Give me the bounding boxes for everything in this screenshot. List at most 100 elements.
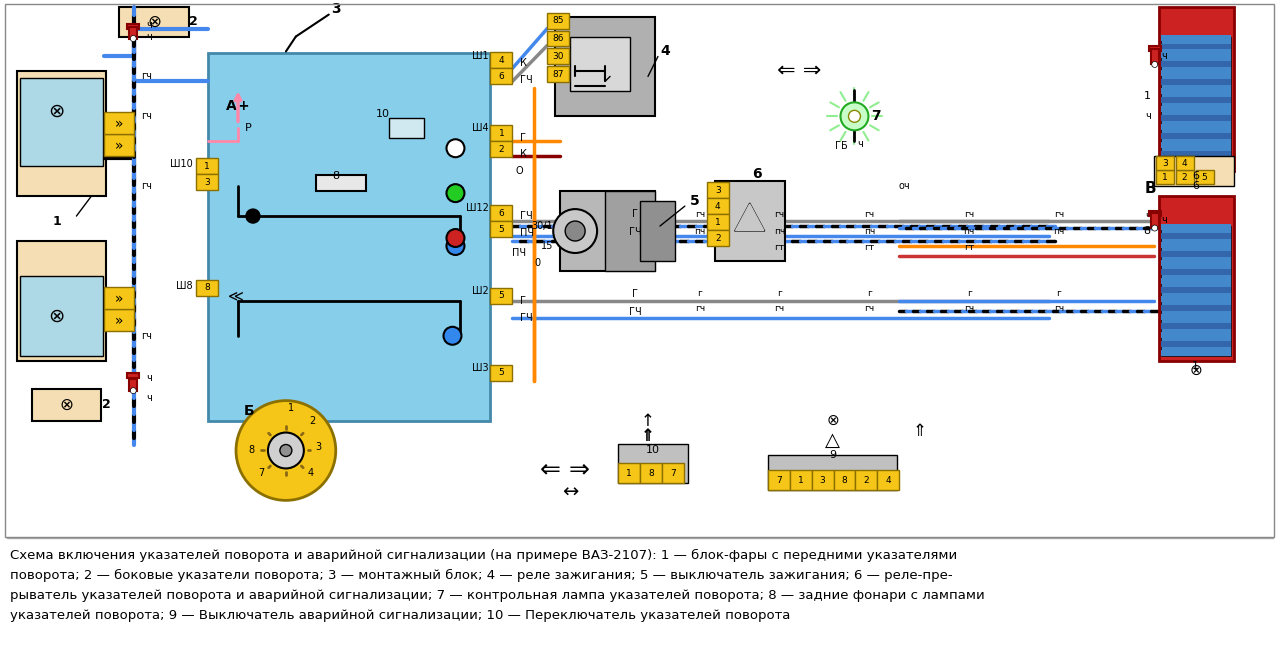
Text: 1: 1: [716, 217, 721, 226]
Bar: [1161, 296, 1230, 302]
Circle shape: [447, 237, 465, 255]
Text: ПЧ: ПЧ: [520, 228, 535, 238]
Text: рыватель указателей поворота и аварийной сигнализации; 7 — контрольная лампа ука: рыватель указателей поворота и аварийной…: [9, 589, 984, 602]
Text: »: »: [115, 117, 124, 132]
Bar: [1161, 35, 1230, 41]
Text: ⊗: ⊗: [1189, 363, 1202, 378]
Bar: [1161, 70, 1230, 76]
Bar: [1161, 52, 1230, 59]
Bar: [490, 221, 512, 237]
Bar: [1196, 170, 1213, 184]
Text: ч: ч: [146, 32, 152, 41]
Bar: [1161, 88, 1230, 94]
Text: гч: гч: [964, 304, 974, 313]
Bar: [127, 24, 140, 28]
Text: +: +: [237, 99, 248, 114]
Bar: [1161, 151, 1230, 157]
Text: 1: 1: [626, 469, 632, 478]
Text: гт: гт: [964, 244, 974, 252]
Text: Р: Р: [244, 123, 251, 134]
Text: 8: 8: [842, 476, 847, 485]
Text: гч: гч: [695, 210, 705, 219]
Text: ГЧ: ГЧ: [520, 75, 532, 85]
Text: пч: пч: [694, 226, 705, 235]
Bar: [490, 288, 512, 304]
Bar: [1161, 143, 1230, 148]
Text: 2: 2: [310, 415, 316, 426]
Text: ч: ч: [1146, 112, 1151, 121]
Text: 86: 86: [553, 34, 564, 43]
Text: 4: 4: [660, 45, 669, 59]
Bar: [1161, 251, 1230, 257]
Bar: [1161, 260, 1230, 266]
Text: гч: гч: [141, 181, 151, 191]
Text: 6: 6: [751, 167, 762, 181]
Bar: [389, 118, 424, 138]
Circle shape: [447, 229, 465, 247]
Bar: [707, 182, 728, 198]
Text: Ш4: Ш4: [472, 123, 489, 134]
Text: 0: 0: [534, 258, 540, 268]
Bar: [5, 4, 1275, 537]
Text: 4: 4: [886, 476, 891, 485]
Text: 2: 2: [188, 15, 197, 28]
Text: 5: 5: [1202, 173, 1207, 182]
Bar: [877, 470, 900, 490]
Text: »: »: [115, 314, 124, 328]
Bar: [1175, 156, 1194, 170]
Bar: [1161, 269, 1230, 275]
Bar: [1161, 242, 1230, 248]
Circle shape: [553, 209, 596, 253]
Text: пч: пч: [964, 226, 975, 235]
Text: 4: 4: [716, 202, 721, 211]
Text: г: г: [777, 290, 782, 299]
Circle shape: [236, 401, 335, 501]
Circle shape: [280, 444, 292, 457]
Text: Ш1: Ш1: [472, 52, 489, 61]
Text: »: »: [115, 292, 124, 306]
Text: 85: 85: [553, 16, 564, 25]
Text: 4: 4: [1181, 159, 1188, 168]
Text: 1: 1: [205, 162, 210, 171]
Text: 1: 1: [498, 129, 504, 138]
Text: ч: ч: [146, 373, 152, 382]
Bar: [1161, 97, 1230, 103]
Text: Ш12: Ш12: [466, 203, 489, 213]
Text: Ш3: Ш3: [472, 362, 489, 373]
Bar: [19, 79, 104, 166]
Circle shape: [849, 110, 860, 123]
Text: ГЧ: ГЧ: [520, 211, 532, 221]
Bar: [1161, 224, 1230, 230]
Text: 1: 1: [1144, 92, 1151, 101]
Text: ГЧ: ГЧ: [520, 313, 532, 322]
Text: 5: 5: [690, 194, 700, 208]
Bar: [1161, 332, 1230, 338]
Bar: [548, 66, 570, 83]
Bar: [1158, 6, 1234, 171]
Bar: [1161, 124, 1230, 130]
Text: поворота; 2 — боковые указатели поворота; 3 — монтажный блок; 4 — реле зажигания: поворота; 2 — боковые указатели поворота…: [9, 569, 952, 582]
Text: Г: Г: [632, 289, 637, 299]
Circle shape: [1152, 225, 1157, 231]
Text: г: г: [1056, 290, 1061, 299]
Text: 1: 1: [1192, 361, 1199, 371]
Text: 6: 6: [1192, 181, 1199, 191]
Text: 3: 3: [205, 177, 210, 186]
Text: △: △: [826, 431, 840, 450]
Text: 2: 2: [498, 144, 504, 154]
Text: гч: гч: [695, 304, 705, 313]
Bar: [1161, 233, 1230, 239]
Circle shape: [566, 221, 585, 241]
Text: △: △: [742, 213, 758, 233]
Text: 3: 3: [316, 442, 321, 453]
Circle shape: [447, 184, 465, 202]
Bar: [1161, 37, 1230, 166]
Text: 30: 30: [553, 52, 564, 61]
Bar: [1161, 341, 1230, 347]
Bar: [714, 181, 785, 261]
Text: ≪: ≪: [228, 288, 244, 303]
Text: 1: 1: [1162, 173, 1167, 182]
Bar: [17, 241, 106, 361]
Bar: [316, 175, 366, 191]
Text: Ш10: Ш10: [170, 159, 193, 169]
